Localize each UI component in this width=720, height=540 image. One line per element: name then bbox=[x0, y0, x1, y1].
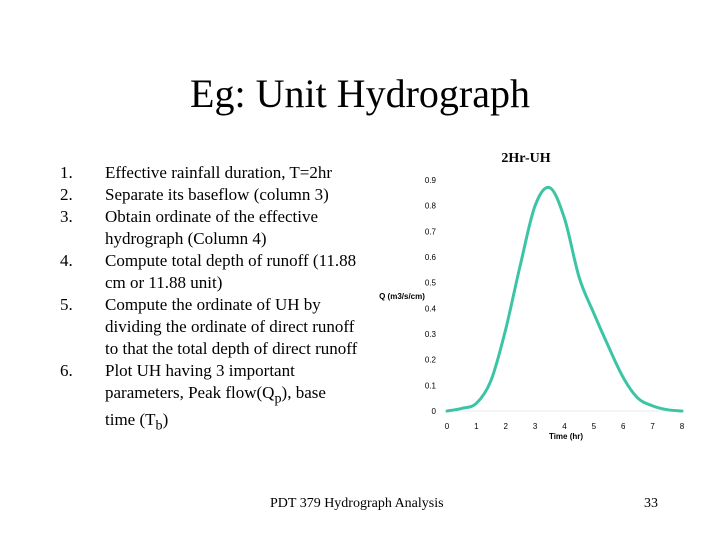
item-text-part: ), base time (T bbox=[105, 383, 326, 430]
item-text: Separate its baseflow (column 3) bbox=[105, 185, 329, 204]
y-axis-label: Q (m3/s/cm) bbox=[379, 292, 425, 301]
list-item: 6. Plot UH having 3 important parameters… bbox=[60, 360, 360, 437]
x-tick-label: 4 bbox=[562, 422, 567, 431]
item-number: 6. bbox=[60, 361, 73, 380]
y-tick-labels: 0 0.1 0.2 0.3 0.4 0.5 0.6 0.7 0.8 0.9 bbox=[425, 176, 437, 416]
x-tick-label: 6 bbox=[621, 422, 626, 431]
subscript: b bbox=[155, 417, 163, 434]
footer-text: PDT 379 Hydrograph Analysis bbox=[270, 496, 444, 511]
x-tick-label: 0 bbox=[445, 422, 450, 431]
list-item: 2. Separate its baseflow (column 3) bbox=[60, 184, 360, 206]
x-tick-label: 3 bbox=[533, 422, 538, 431]
item-text: Effective rainfall duration, T=2hr bbox=[105, 163, 333, 182]
y-tick-label: 0.1 bbox=[425, 381, 437, 390]
item-number: 2. bbox=[60, 185, 73, 204]
chart-title: 2Hr-UH bbox=[501, 151, 550, 166]
x-tick-labels: 0 1 2 3 4 5 6 7 8 bbox=[445, 422, 685, 431]
x-tick-label: 1 bbox=[474, 422, 479, 431]
y-tick-label: 0.5 bbox=[425, 279, 437, 288]
y-tick-label: 0.8 bbox=[425, 202, 437, 211]
page-number: 33 bbox=[644, 496, 658, 511]
list-item: 5. Compute the ordinate of UH by dividin… bbox=[60, 294, 360, 360]
item-number: 3. bbox=[60, 207, 73, 226]
x-tick-label: 7 bbox=[650, 422, 655, 431]
item-text-part: Plot UH having 3 important parameters, P… bbox=[105, 361, 295, 402]
x-axis-label: Time (hr) bbox=[549, 432, 583, 441]
step-list: 1. Effective rainfall duration, T=2hr 2.… bbox=[60, 162, 360, 437]
item-number: 1. bbox=[60, 163, 73, 182]
list-item: 4. Compute total depth of runoff (11.88 … bbox=[60, 250, 360, 294]
item-text-part: ) bbox=[162, 410, 169, 430]
subscript: p bbox=[274, 390, 282, 407]
item-text: Plot UH having 3 important parameters, P… bbox=[105, 361, 326, 434]
slide-title: Eg: Unit Hydrograph bbox=[190, 71, 530, 116]
y-tick-label: 0.2 bbox=[425, 356, 437, 365]
y-tick-label: 0.4 bbox=[425, 304, 437, 313]
item-text: Compute total depth of runoff (11.88 cm … bbox=[105, 251, 357, 292]
item-text: Compute the ordinate of UH by dividing t… bbox=[105, 295, 358, 358]
x-tick-label: 8 bbox=[680, 422, 685, 431]
y-tick-label: 0.9 bbox=[425, 176, 437, 185]
y-tick-label: 0.6 bbox=[425, 253, 437, 262]
y-tick-label: 0.3 bbox=[425, 330, 437, 339]
item-text: Obtain ordinate of the effective hydrogr… bbox=[105, 207, 319, 248]
y-tick-label: 0 bbox=[432, 407, 437, 416]
series-line bbox=[445, 185, 684, 413]
unit-hydrograph-chart: 2Hr-UH 0 0.1 0.2 0.3 0.4 0.5 0.6 0.7 0.8 0.9 0 1 2 3… bbox=[379, 151, 685, 441]
list-item: 1. Effective rainfall duration, T=2hr bbox=[60, 162, 360, 184]
item-number: 4. bbox=[60, 251, 73, 270]
y-tick-label: 0.7 bbox=[425, 227, 437, 236]
item-number: 5. bbox=[60, 295, 73, 314]
x-tick-label: 5 bbox=[592, 422, 597, 431]
list-item: 3. Obtain ordinate of the effective hydr… bbox=[60, 206, 360, 250]
x-tick-label: 2 bbox=[504, 422, 509, 431]
